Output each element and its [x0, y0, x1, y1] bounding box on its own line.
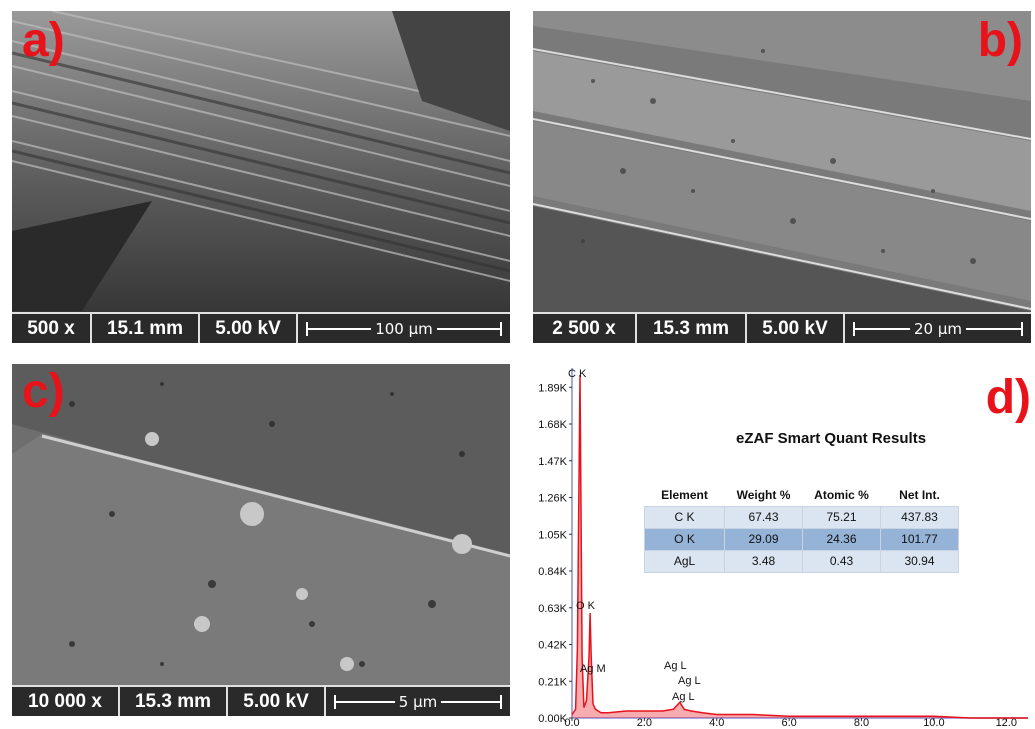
working-distance: 15.3 mm	[120, 687, 228, 716]
eds-results-table: Element Weight % Atomic % Net Int. C K 6…	[644, 484, 959, 573]
cell-atomic: 0.43	[802, 549, 881, 573]
voltage: 5.00 kV	[200, 314, 298, 343]
y-tick-label: 1.68K	[538, 419, 567, 431]
col-header-weight: Weight %	[736, 487, 791, 502]
fiber-texture-c	[12, 364, 510, 716]
peak-label-o-k: O K	[576, 600, 595, 612]
cell-element: C K	[644, 505, 725, 529]
table-row: O K 29.09 24.36 101.77	[644, 527, 959, 551]
scale-bar-label: 5 µm	[398, 692, 438, 711]
y-tick-label: 1.89K	[538, 382, 567, 394]
cell-net: 30.94	[880, 549, 959, 573]
fiber-texture-a	[12, 11, 510, 343]
scale-bar: 100 µm	[298, 314, 510, 343]
y-tick-label: 1.26K	[538, 493, 567, 505]
x-tick-label: 0.0	[564, 717, 579, 727]
x-tick-label: 6.0	[781, 717, 796, 727]
sem-image-c: c) 10 000 x 15.3 mm 5.00 kV 5 µm	[12, 364, 510, 716]
eds-results-title: eZAF Smart Quant Results	[736, 430, 927, 447]
x-tick-label: 8.0	[854, 717, 869, 727]
peak-label-c-k: C K	[568, 368, 587, 380]
sem-info-bar: 2 500 x 15.3 mm 5.00 kV 20 µm	[533, 312, 1031, 343]
fiber-texture-b	[533, 11, 1031, 343]
col-header-atomic: Atomic %	[814, 487, 869, 502]
y-tick-label: 0.42K	[538, 640, 567, 652]
voltage: 5.00 kV	[747, 314, 845, 343]
sem-info-bar: 10 000 x 15.3 mm 5.00 kV 5 µm	[12, 685, 510, 716]
table-row: AgL 3.48 0.43 30.94	[644, 549, 959, 573]
working-distance: 15.3 mm	[637, 314, 747, 343]
peak-label-ag-l-3: Ag L	[672, 691, 695, 703]
working-distance: 15.1 mm	[92, 314, 200, 343]
x-tick-label: 4.0	[709, 717, 724, 727]
y-tick-label: 0.21K	[538, 676, 567, 688]
scale-bar: 5 µm	[326, 687, 510, 716]
x-tick-label: 10.0	[923, 717, 944, 727]
cell-weight: 3.48	[724, 549, 803, 573]
peak-label-ag-m: Ag M	[580, 663, 606, 675]
magnification: 10 000 x	[12, 687, 120, 716]
cell-element: AgL	[644, 549, 725, 573]
cell-weight: 67.43	[724, 505, 803, 529]
y-tick-label: 0.84K	[538, 566, 567, 578]
col-header-element: Element	[661, 487, 708, 502]
cell-weight: 29.09	[724, 527, 803, 551]
cell-atomic: 24.36	[802, 527, 881, 551]
table-row: C K 67.43 75.21 437.83	[644, 505, 959, 529]
y-tick-label: 1.47K	[538, 456, 567, 468]
y-tick-label: 1.05K	[538, 529, 567, 541]
col-header-net-int: Net Int.	[899, 487, 940, 502]
panel-label-c: c)	[22, 365, 65, 418]
scale-bar-label: 100 µm	[375, 319, 433, 338]
scale-bar: 20 µm	[845, 314, 1031, 343]
x-tick-label: 2.0	[637, 717, 652, 727]
magnification: 500 x	[12, 314, 92, 343]
peak-label-ag-l-2: Ag L	[678, 675, 701, 687]
y-tick-label: 0.00K	[538, 713, 567, 725]
cell-net: 101.77	[880, 527, 959, 551]
peak-label-ag-l-1: Ag L	[664, 660, 687, 672]
spectrum-line	[571, 374, 1028, 719]
x-tick-label: 12.0	[996, 717, 1017, 727]
panel-label-a: a)	[22, 14, 65, 67]
y-tick-label: 0.63K	[538, 603, 567, 615]
panel-label-b: b)	[977, 14, 1023, 67]
eds-panel: 0.00K 0.21K 0.42K 0.63K 0.84K 1.05K 1.26K 1.47K…	[528, 362, 1033, 727]
sem-info-bar: 500 x 15.1 mm 5.00 kV 100 µm	[12, 312, 510, 343]
sem-image-b: b) 2 500 x 15.3 mm 5.00 kV 20 µm	[533, 11, 1031, 343]
voltage: 5.00 kV	[228, 687, 326, 716]
eds-spectrum-chart: 0.00K 0.21K 0.42K 0.63K 0.84K 1.05K 1.26K 1.47K…	[538, 368, 1028, 727]
sem-image-a: a) 500 x 15.1 mm 5.00 kV 100 µm	[12, 11, 510, 343]
cell-element: O K	[644, 527, 725, 551]
magnification: 2 500 x	[533, 314, 637, 343]
panel-label-d: d)	[985, 371, 1031, 424]
scale-bar-label: 20 µm	[914, 319, 963, 338]
cell-net: 437.83	[880, 505, 959, 529]
cell-atomic: 75.21	[802, 505, 881, 529]
